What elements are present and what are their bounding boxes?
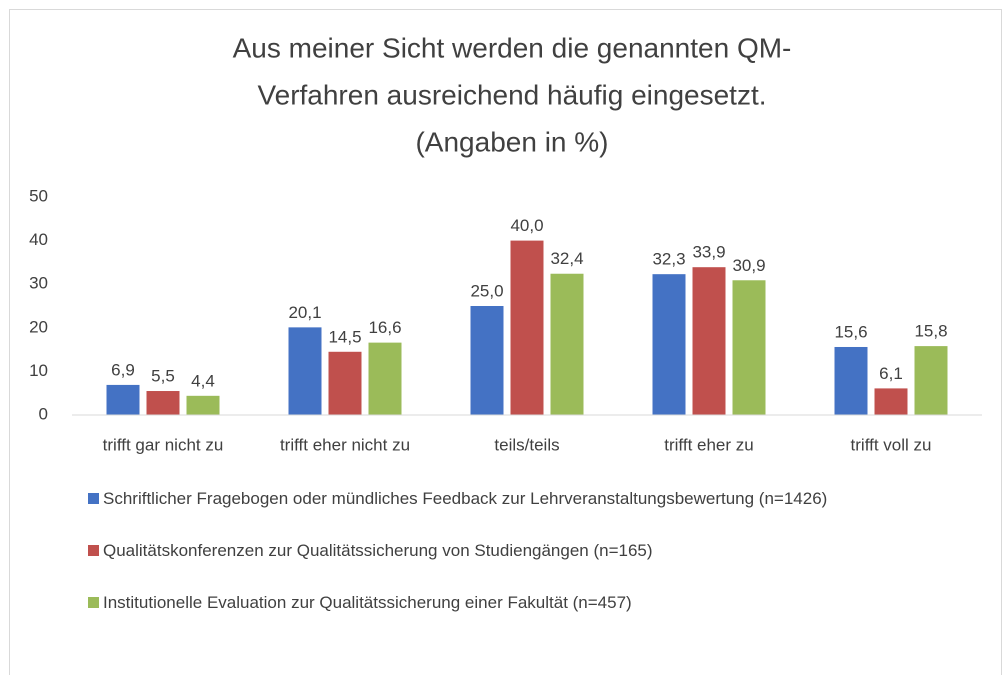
chart-title: Verfahren ausreichend häufig eingesetzt.: [257, 79, 766, 110]
x-tick-label: trifft eher nicht zu: [280, 435, 410, 454]
data-label: 33,9: [692, 243, 725, 262]
bar: [288, 327, 322, 415]
x-tick-label: trifft eher zu: [664, 435, 753, 454]
bar: [470, 306, 504, 415]
legend-item: Institutionelle Evaluation zur Qualitäts…: [88, 589, 968, 616]
data-label: 14,5: [328, 327, 361, 346]
chart-title: (Angaben in %): [415, 126, 608, 157]
data-label: 5,5: [151, 367, 175, 386]
bar: [652, 274, 686, 415]
data-label: 40,0: [510, 216, 543, 235]
data-label: 6,1: [879, 364, 903, 383]
bar: [328, 351, 362, 415]
legend: Schriftlicher Fragebogen oder mündliches…: [88, 485, 968, 641]
bar: [368, 342, 402, 415]
data-label: 30,9: [732, 256, 765, 275]
data-label: 15,8: [914, 322, 947, 341]
bar: [874, 388, 908, 415]
chart-title: Aus meiner Sicht werden die genannten QM…: [233, 32, 792, 63]
bar: [732, 280, 766, 415]
data-label: 6,9: [111, 360, 135, 379]
x-tick-label: trifft gar nicht zu: [103, 435, 224, 454]
x-tick-label: teils/teils: [494, 435, 559, 454]
bar: [834, 346, 868, 415]
legend-swatch: [88, 597, 99, 608]
frame: [9, 9, 1002, 675]
bar: [186, 395, 220, 415]
legend-swatch: [88, 545, 99, 556]
data-label: 20,1: [288, 303, 321, 322]
bar: [146, 391, 180, 415]
data-label: 32,4: [550, 249, 583, 268]
data-label: 32,3: [652, 250, 685, 269]
bar: [106, 384, 140, 415]
y-tick-label: 50: [29, 186, 48, 205]
bar: [692, 267, 726, 415]
bar: [550, 273, 584, 415]
legend-item: Schriftlicher Fragebogen oder mündliches…: [88, 485, 968, 512]
y-tick-label: 30: [29, 274, 48, 293]
legend-label: Schriftlicher Fragebogen oder mündliches…: [103, 489, 828, 508]
bar: [914, 346, 948, 415]
y-tick-label: 20: [29, 317, 48, 336]
bar: [510, 240, 544, 415]
legend-label: Qualitätskonferenzen zur Qualitätssicher…: [103, 541, 653, 560]
y-tick-label: 0: [39, 404, 48, 423]
legend-label: Institutionelle Evaluation zur Qualitäts…: [103, 593, 632, 612]
data-label: 25,0: [470, 281, 503, 300]
legend-item: Qualitätskonferenzen zur Qualitätssicher…: [88, 537, 968, 564]
x-tick-label: trifft voll zu: [851, 435, 932, 454]
y-tick-label: 40: [29, 230, 48, 249]
data-label: 16,6: [368, 318, 401, 337]
data-label: 15,6: [834, 322, 867, 341]
y-tick-label: 10: [29, 361, 48, 380]
legend-swatch: [88, 493, 99, 504]
data-label: 4,4: [191, 371, 215, 390]
